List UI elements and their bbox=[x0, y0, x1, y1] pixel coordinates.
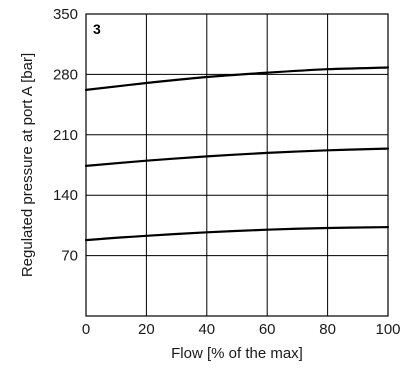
series-line-1 bbox=[84, 66, 390, 91]
x-tick-label: 80 bbox=[319, 321, 336, 338]
series-line-3 bbox=[84, 226, 390, 242]
y-tick-label: 140 bbox=[53, 187, 78, 204]
y-tick-label: 280 bbox=[53, 66, 78, 83]
plot-frame bbox=[85, 13, 389, 317]
panel-label: 3 bbox=[93, 21, 101, 37]
x-tick-label: 40 bbox=[198, 321, 215, 338]
series-line-2 bbox=[84, 147, 390, 167]
grid bbox=[86, 14, 388, 316]
x-tick-label: 60 bbox=[259, 321, 276, 338]
y-axis-label: Regulated pressure at port A [bar] bbox=[19, 53, 36, 277]
y-tick-labels: 70 140 210 280 350 bbox=[53, 6, 78, 265]
x-tick-label: 20 bbox=[138, 321, 155, 338]
series-group bbox=[84, 66, 390, 242]
x-tick-label: 0 bbox=[82, 321, 90, 338]
x-tick-labels: 0 20 40 60 80 100 bbox=[82, 321, 401, 338]
x-axis-label: Flow [% of the max] bbox=[171, 345, 303, 362]
x-tick-label: 100 bbox=[375, 321, 400, 338]
y-tick-label: 70 bbox=[61, 248, 78, 265]
y-tick-label: 350 bbox=[53, 6, 78, 23]
y-tick-label: 210 bbox=[53, 127, 78, 144]
